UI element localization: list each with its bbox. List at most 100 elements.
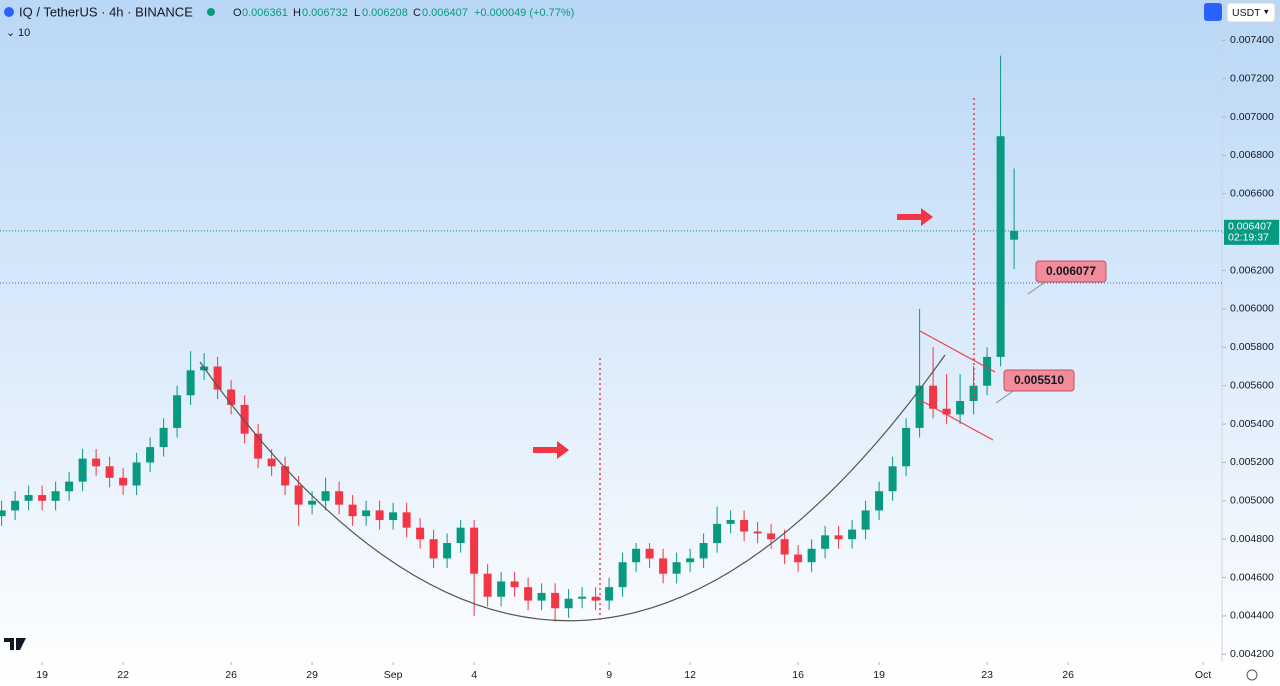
candle-body [308, 500, 317, 505]
candle-body [780, 539, 789, 555]
candle-body [794, 554, 803, 563]
ohlc-value: 0.006732 [302, 7, 348, 19]
ohlc-value: 0.006208 [362, 7, 408, 19]
x-tick-label: 4 [471, 669, 477, 681]
y-tick-label: 0.006600 [1230, 188, 1274, 200]
candle-body [78, 458, 87, 482]
settings-button[interactable] [1246, 669, 1258, 681]
ohlc-label: O [233, 7, 242, 19]
x-tick-label: 26 [225, 669, 237, 681]
candle-body [470, 527, 479, 574]
last-price-box [1224, 219, 1279, 245]
candle-body [240, 404, 249, 434]
x-tick-label: 23 [981, 669, 993, 681]
candle-body [362, 510, 371, 517]
candle-body [605, 587, 614, 601]
y-tick-label: 0.006200 [1230, 264, 1274, 276]
last-price-label: 0.006407 [1228, 221, 1272, 233]
candle-body [159, 427, 168, 448]
candle-body [375, 510, 384, 521]
candle-body [564, 598, 573, 609]
candle-body [389, 512, 398, 521]
logo [4, 638, 26, 650]
x-tick-label: 16 [792, 669, 804, 681]
countdown: 02:19:37 [1228, 232, 1269, 244]
x-tick-label: Sep [384, 669, 403, 681]
candle-body [119, 477, 128, 486]
candle-body [942, 408, 951, 415]
channel-line [919, 399, 994, 441]
candle-body [848, 529, 857, 540]
candle-body [416, 527, 425, 540]
candle-body [254, 433, 263, 459]
candle-body [632, 548, 641, 563]
candle-body [659, 558, 668, 574]
candle-body [726, 520, 735, 524]
candle-body [92, 458, 101, 467]
currency-label: USDT [1232, 7, 1261, 19]
y-tick-label: 0.007000 [1230, 111, 1274, 123]
candle-body [146, 447, 155, 463]
candle-body [24, 495, 33, 501]
candle-body [38, 495, 47, 501]
ohlc-label: C [413, 7, 421, 19]
candle-body [267, 458, 276, 467]
ohlc-value: 0.006407 [422, 7, 468, 19]
callout-text: 0.005510 [1014, 373, 1064, 387]
status-dot [207, 8, 215, 16]
candle-body [321, 491, 330, 501]
x-tick-label: 22 [117, 669, 129, 681]
x-tick-label: 9 [606, 669, 612, 681]
x-tick-label: 19 [36, 669, 48, 681]
candle-body [456, 527, 465, 544]
plot: 0.004200 0.004400 0.004600 0.004800 0.005000… [0, 34, 1279, 681]
y-tick-label: 0.004800 [1230, 533, 1274, 545]
cup-curve [199, 354, 946, 622]
callout [1035, 260, 1107, 283]
candle-body [173, 395, 182, 428]
candle-body [0, 510, 6, 517]
candle-body [618, 562, 627, 588]
ohlc-label: L [354, 7, 360, 19]
candle-body [956, 401, 965, 415]
change-value: +0.000049 (+0.77%) [474, 7, 574, 19]
candle-body [834, 535, 843, 540]
volume-toggle[interactable]: 10 [18, 27, 30, 39]
candle-body [578, 596, 587, 599]
candle-body [510, 581, 519, 588]
chevron: ⌄ [6, 27, 15, 39]
candle-body [281, 466, 290, 486]
candle-body [537, 592, 546, 601]
y-tick-label: 0.007200 [1230, 72, 1274, 84]
candle-body [672, 562, 681, 574]
callout-text: 0.006077 [1046, 264, 1096, 278]
y-tick-label: 0.005200 [1230, 456, 1274, 468]
y-tick-label: 0.005000 [1230, 495, 1274, 507]
candle-body [483, 573, 492, 597]
ohlc-value: 0.006361 [242, 7, 288, 19]
candle-body [227, 389, 236, 405]
x-tick-label: 19 [873, 669, 885, 681]
candle-body [402, 512, 411, 528]
y-tick-label: 0.005800 [1230, 341, 1274, 353]
candle-body [348, 504, 357, 517]
currency-button[interactable] [1226, 2, 1276, 23]
x-tick-label: 12 [684, 669, 696, 681]
y-tick-label: 0.005600 [1230, 379, 1274, 391]
candle-body [875, 491, 884, 511]
candle-body [294, 485, 303, 505]
y-tick-label: 0.004200 [1230, 648, 1274, 660]
candle-body [699, 543, 708, 559]
candle-body [65, 481, 74, 492]
x-tick-label: Oct [1195, 669, 1211, 681]
arrow [533, 441, 569, 459]
candle-body [861, 510, 870, 530]
candle-body [429, 539, 438, 559]
screenshot-button[interactable] [1204, 3, 1222, 21]
candle-body [443, 543, 452, 559]
candle-body [497, 581, 506, 597]
y-tick-label: 0.005400 [1230, 418, 1274, 430]
candle-body [902, 427, 911, 467]
chevron: ▾ [1264, 6, 1269, 16]
symbol-title: IQ / TetherUS · 4h · BINANCE [19, 4, 193, 19]
